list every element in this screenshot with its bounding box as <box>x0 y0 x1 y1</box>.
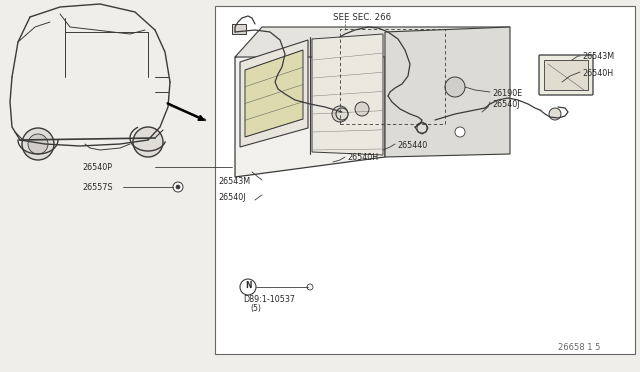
Polygon shape <box>312 34 383 155</box>
Circle shape <box>307 284 313 290</box>
Polygon shape <box>235 27 510 57</box>
Polygon shape <box>240 40 308 147</box>
Text: 26540P: 26540P <box>82 163 112 171</box>
Text: 26543M: 26543M <box>582 51 614 61</box>
Circle shape <box>22 128 54 160</box>
Text: 26540H: 26540H <box>347 153 378 161</box>
Polygon shape <box>235 32 385 177</box>
Circle shape <box>336 108 348 120</box>
Bar <box>232 24 246 34</box>
Bar <box>340 29 445 124</box>
Circle shape <box>332 106 348 122</box>
Circle shape <box>445 77 465 97</box>
Text: SEE SEC. 266: SEE SEC. 266 <box>333 13 391 22</box>
Text: 26540H: 26540H <box>582 68 613 77</box>
Text: D89:1-10537: D89:1-10537 <box>243 295 295 304</box>
Text: (5): (5) <box>250 304 261 312</box>
Circle shape <box>28 134 48 154</box>
Circle shape <box>549 108 561 120</box>
Text: 26190E: 26190E <box>492 89 522 97</box>
Circle shape <box>355 102 369 116</box>
Circle shape <box>173 182 183 192</box>
Polygon shape <box>385 27 510 157</box>
Circle shape <box>417 123 427 133</box>
Text: 26540J: 26540J <box>492 99 520 109</box>
Circle shape <box>133 127 163 157</box>
Text: 26543M: 26543M <box>218 176 250 186</box>
Circle shape <box>455 127 465 137</box>
Text: 265440: 265440 <box>397 141 428 150</box>
Polygon shape <box>245 50 303 137</box>
Text: N: N <box>244 282 252 291</box>
FancyBboxPatch shape <box>539 55 593 95</box>
Circle shape <box>240 279 256 295</box>
Bar <box>544 60 588 90</box>
Text: 26540J: 26540J <box>218 192 246 202</box>
Bar <box>215 6 635 354</box>
Text: 26658 1 5: 26658 1 5 <box>558 343 600 352</box>
Circle shape <box>176 185 180 189</box>
Text: 26557S: 26557S <box>82 183 113 192</box>
